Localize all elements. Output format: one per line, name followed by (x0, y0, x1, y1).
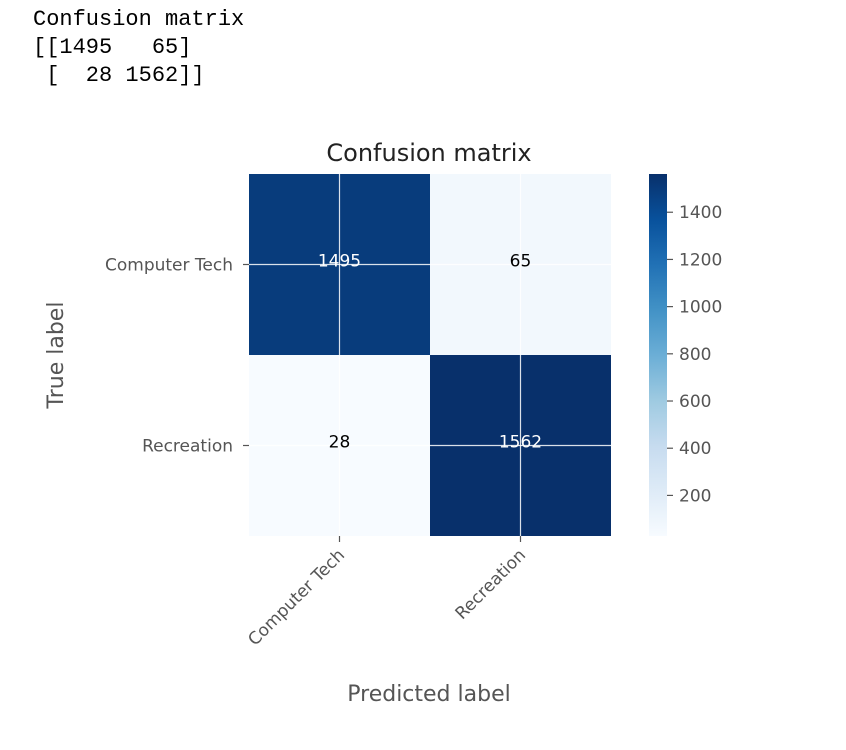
cell-value-label: 65 (510, 252, 532, 272)
colorbar-tick-label: 1000 (679, 298, 722, 318)
colorbar-tick-label: 1200 (679, 250, 722, 270)
cell-value-label: 1495 (318, 252, 361, 272)
console-line: [ 28 1562]] (33, 63, 205, 88)
cell-value-label: 28 (329, 433, 351, 453)
x-axis-label: Predicted label (347, 682, 510, 707)
cell-value-label: 1562 (499, 433, 542, 453)
console-output: Confusion matrix [[1495 65] [ 28 1562]] (33, 6, 244, 90)
colorbar-tick-label: 600 (679, 392, 711, 412)
colorbar-tick-label: 400 (679, 439, 711, 459)
colorbar-tick-label: 800 (679, 345, 711, 365)
y-axis-label: True label (44, 302, 69, 410)
chart-title: Confusion matrix (326, 139, 531, 167)
colorbar (649, 174, 667, 536)
x-tick-label: Recreation (452, 545, 530, 623)
console-line: [[1495 65] (33, 35, 192, 60)
console-line: Confusion matrix (33, 7, 245, 32)
x-tick-label: Computer Tech (244, 545, 349, 650)
y-tick-label: Recreation (142, 437, 233, 457)
colorbar-tick-label: 1400 (679, 203, 722, 223)
colorbar-tick-label: 200 (679, 486, 711, 506)
y-tick-label: Computer Tech (105, 256, 233, 276)
